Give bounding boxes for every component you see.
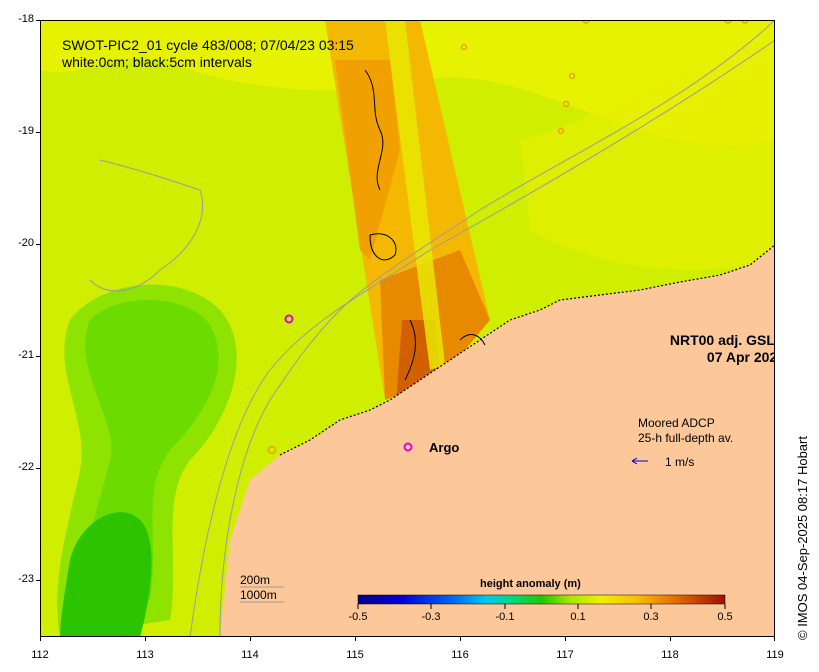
y-tick-label: -20 <box>18 237 34 249</box>
gsla-label: NRT00 adj. GSLA 07 Apr 2023 <box>615 332 775 366</box>
argo-float-marker[interactable] <box>568 72 576 80</box>
x-tick-label: 117 <box>556 649 574 661</box>
swot-title-line1: SWOT-PIC2_01 cycle 483/008; 07/04/23 03:… <box>62 37 354 53</box>
y-tick <box>36 244 40 245</box>
y-tick <box>36 468 40 469</box>
isobath-200m <box>219 20 775 637</box>
y-tick <box>36 356 40 357</box>
y-tick-label: -19 <box>18 125 34 137</box>
y-tick-label: -23 <box>18 573 34 585</box>
colorbar-tick-label: -0.3 <box>421 611 441 623</box>
x-tick <box>670 637 671 641</box>
x-tick-label: 115 <box>346 649 364 661</box>
y-tick-label: -21 <box>18 349 34 361</box>
y-tick <box>36 580 40 581</box>
swath-contour-2 <box>369 233 397 261</box>
argo-float-marker[interactable] <box>582 20 590 24</box>
swath-contour-4 <box>459 334 486 346</box>
argo-float-marker[interactable] <box>741 20 749 24</box>
cold-core <box>60 512 152 637</box>
adcp-arrow-head <box>631 457 638 465</box>
argo-float-marker[interactable] <box>557 127 565 135</box>
swath-contour-3 <box>404 319 416 381</box>
swot-title: SWOT-PIC2_01 cycle 483/008; 07/04/23 03:… <box>62 37 354 71</box>
coastline <box>279 244 775 456</box>
argo-float-marker[interactable] <box>562 100 570 108</box>
adcp-label-line2: 25-h full-depth av. <box>638 431 734 445</box>
adcp-label-line1: Moored ADCP <box>638 416 715 430</box>
gsla-label-line1: NRT00 adj. GSLA <box>669 332 775 348</box>
x-tick <box>250 637 251 641</box>
x-tick-label: 112 <box>31 649 49 661</box>
swath-nadir-gap <box>385 20 445 370</box>
x-tick <box>460 637 461 641</box>
y-tick-label: -18 <box>18 13 34 25</box>
x-tick-label: 116 <box>451 649 469 661</box>
x-tick-label: 119 <box>766 649 784 661</box>
colorbar-title: height anomaly (m) <box>480 578 581 590</box>
x-tick-label: 114 <box>241 649 259 661</box>
y-tick-label: -22 <box>18 461 34 473</box>
x-tick-label: 118 <box>661 649 679 661</box>
depth-legend: 200m 1000m <box>240 573 277 603</box>
y-tick <box>36 20 40 21</box>
colorbar-tick-label: -0.1 <box>495 611 515 623</box>
colorbar-tick-label: 0.1 <box>570 611 586 623</box>
ocean-warm-band-east <box>520 40 775 270</box>
colorbar-tick-label: -0.5 <box>348 611 368 623</box>
depth-legend-1000m: 1000m <box>240 588 277 602</box>
colorbar-tick-label: 0.3 <box>643 611 659 623</box>
x-tick <box>565 637 566 641</box>
land-mass <box>220 245 775 637</box>
isobath-plateau <box>89 159 204 292</box>
map-canvas <box>40 20 775 637</box>
argo-float-marker[interactable] <box>460 43 468 51</box>
x-tick <box>355 637 356 641</box>
colorbar-tick-label: 0.5 <box>717 611 733 623</box>
argo-label: Argo <box>429 440 460 455</box>
argo-float-marker[interactable] <box>724 20 732 24</box>
swath-contour-1 <box>364 69 384 191</box>
x-tick <box>774 637 775 641</box>
argo-float-marker[interactable] <box>267 445 277 455</box>
adcp-label: Moored ADCP 25-h full-depth av. <box>638 416 733 446</box>
argo-float-marker[interactable] <box>403 442 413 452</box>
map-plot[interactable]: SWOT-PIC2_01 cycle 483/008; 07/04/23 03:… <box>40 20 775 637</box>
credit-label: © IMOS 04-Sep-2025 08:17 Hobart <box>795 436 810 640</box>
depth-legend-200m: 200m <box>240 573 271 587</box>
x-tick <box>40 637 41 641</box>
gsla-label-line2: 07 Apr 2023 <box>706 349 775 365</box>
swot-title-line2: white:0cm; black:5cm intervals <box>62 54 252 70</box>
swath-warm-patch <box>335 60 400 260</box>
colorbar <box>357 594 726 605</box>
x-tick <box>145 637 146 641</box>
y-tick <box>36 132 40 133</box>
adcp-scale-label: 1 m/s <box>665 455 695 469</box>
argo-float-marker[interactable] <box>284 314 294 324</box>
isobath-1000m <box>189 39 775 637</box>
x-tick-label: 113 <box>136 649 154 661</box>
